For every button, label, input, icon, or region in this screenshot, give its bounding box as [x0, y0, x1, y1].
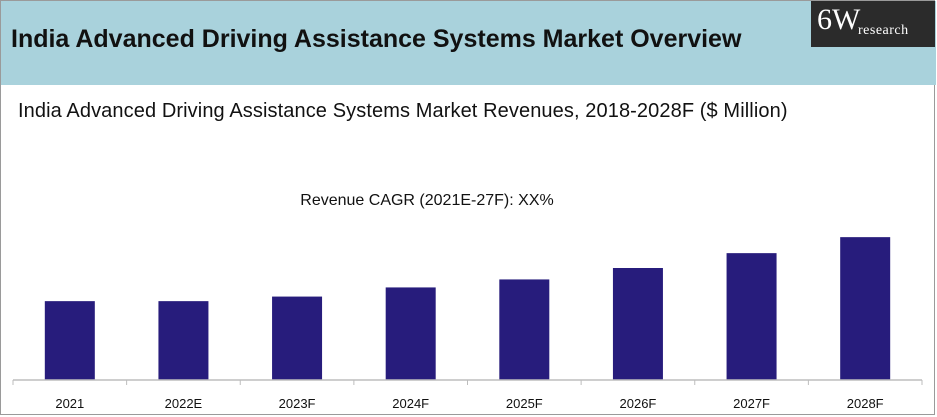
bar-chart: Revenue CAGR (2021E-27F): XX% 2021 2022E 2…: [12, 192, 923, 411]
logo-mark: 6W: [817, 3, 861, 36]
bar-2023f: [272, 296, 323, 380]
header-banner: India Advanced Driving Assistance System…: [1, 1, 936, 85]
bar-2026f: [612, 268, 663, 380]
x-tick-label: 2022E: [165, 396, 203, 411]
brand-logo: 6W research: [811, 1, 935, 47]
x-tick-label: 2023F: [279, 396, 316, 411]
x-tick-label: 2025F: [506, 396, 543, 411]
logo-wordmark: research: [858, 23, 909, 38]
x-tick-label: 2024F: [392, 396, 429, 411]
bar-2025f: [499, 279, 550, 380]
bar-2022e: [158, 301, 209, 380]
x-tick-label: 2021: [55, 396, 84, 411]
bar-2028f: [840, 237, 891, 380]
page-title: India Advanced Driving Assistance System…: [11, 25, 742, 53]
bar-2021: [44, 301, 95, 380]
bar-2027f: [726, 253, 777, 380]
x-tick-label: 2028F: [847, 396, 884, 411]
chart-title: India Advanced Driving Assistance System…: [18, 100, 788, 122]
bar-2024f: [385, 287, 436, 380]
x-tick-label: 2027F: [733, 396, 770, 411]
x-tick-label: 2026F: [620, 396, 657, 411]
cagr-annotation: Revenue CAGR (2021E-27F): XX%: [300, 192, 553, 209]
